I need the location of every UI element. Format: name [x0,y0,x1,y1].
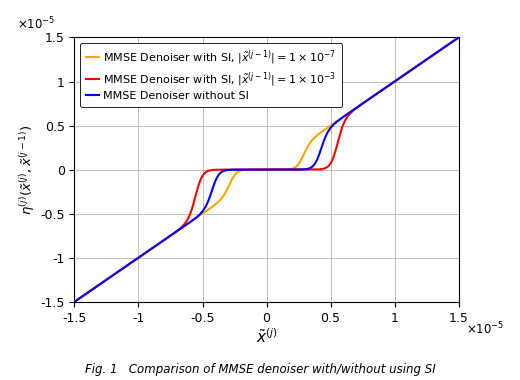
Text: Fig. 1   Comparison of MMSE denoiser with/without using SI: Fig. 1 Comparison of MMSE denoiser with/… [85,363,435,376]
MMSE Denoiser with SI, $|\tilde{x}^{(j-1)}| = 1 \times 10^{-3}$ [141,252,147,256]
Text: $\times 10^{-5}$: $\times 10^{-5}$ [466,320,504,337]
Text: $\times 10^{-5}$: $\times 10^{-5}$ [17,16,55,32]
MMSE Denoiser without SI [141,252,147,256]
MMSE Denoiser with SI, $|\tilde{x}^{(j-1)}| = 1 \times 10^{-7}$ [321,128,328,132]
MMSE Denoiser with SI, $|\tilde{x}^{(j-1)}| = 1 \times 10^{-7}$ [71,299,77,304]
MMSE Denoiser with SI, $|\tilde{x}^{(j-1)}| = 1 \times 10^{-7}$ [141,252,147,256]
MMSE Denoiser with SI, $|\tilde{x}^{(j-1)}| = 1 \times 10^{-3}$ [321,166,328,171]
MMSE Denoiser with SI, $|\tilde{x}^{(j-1)}| = 1 \times 10^{-7}$ [358,102,364,107]
MMSE Denoiser with SI, $|\tilde{x}^{(j-1)}| = 1 \times 10^{-7}$ [387,82,394,87]
MMSE Denoiser with SI, $|\tilde{x}^{(j-1)}| = 1 \times 10^{-7}$ [456,35,462,40]
Line: MMSE Denoiser with SI, $|\tilde{x}^{(j-1)}| = 1 \times 10^{-7}$: MMSE Denoiser with SI, $|\tilde{x}^{(j-1… [74,38,459,302]
Line: MMSE Denoiser without SI: MMSE Denoiser without SI [74,38,459,302]
MMSE Denoiser with SI, $|\tilde{x}^{(j-1)}| = 1 \times 10^{-3}$ [71,299,77,304]
MMSE Denoiser with SI, $|\tilde{x}^{(j-1)}| = 1 \times 10^{-7}$ [218,196,224,201]
X-axis label: $\tilde{x}^{(j)}$: $\tilde{x}^{(j)}$ [255,327,278,346]
MMSE Denoiser with SI, $|\tilde{x}^{(j-1)}| = 1 \times 10^{-3}$ [456,35,462,40]
MMSE Denoiser with SI, $|\tilde{x}^{(j-1)}| = 1 \times 10^{-3}$ [358,102,364,107]
MMSE Denoiser without SI [71,299,77,304]
Y-axis label: $\eta^{(j)}(\tilde{x}^{(j)}, \tilde{x}^{(j-1)})$: $\eta^{(j)}(\tilde{x}^{(j)}, \tilde{x}^{… [19,124,37,215]
MMSE Denoiser with SI, $|\tilde{x}^{(j-1)}| = 1 \times 10^{-3}$ [302,167,308,172]
MMSE Denoiser without SI [218,170,224,174]
MMSE Denoiser with SI, $|\tilde{x}^{(j-1)}| = 1 \times 10^{-3}$ [218,167,224,172]
MMSE Denoiser without SI [321,138,328,142]
MMSE Denoiser without SI [387,82,394,87]
Line: MMSE Denoiser with SI, $|\tilde{x}^{(j-1)}| = 1 \times 10^{-3}$: MMSE Denoiser with SI, $|\tilde{x}^{(j-1… [74,38,459,302]
MMSE Denoiser without SI [302,167,308,172]
MMSE Denoiser with SI, $|\tilde{x}^{(j-1)}| = 1 \times 10^{-7}$ [302,150,308,154]
MMSE Denoiser without SI [358,102,364,107]
MMSE Denoiser without SI [456,35,462,40]
MMSE Denoiser with SI, $|\tilde{x}^{(j-1)}| = 1 \times 10^{-3}$ [387,82,394,87]
Legend: MMSE Denoiser with SI, $|\tilde{x}^{(j-1)}| = 1 \times 10^{-7}$, MMSE Denoiser w: MMSE Denoiser with SI, $|\tilde{x}^{(j-1… [80,43,342,107]
